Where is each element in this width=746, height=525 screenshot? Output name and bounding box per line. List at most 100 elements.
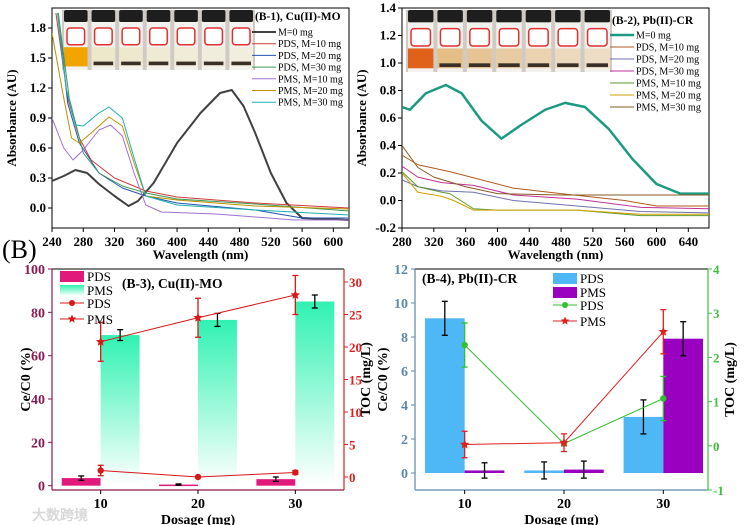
y-tick-label: 60 (31, 350, 45, 365)
vial-label (231, 27, 251, 46)
y2-tick-label: 30 (349, 275, 362, 290)
x-tick-label: 520 (261, 234, 281, 249)
vial-cap (119, 10, 143, 22)
vial-label (66, 27, 86, 46)
y-tick-label: 10 (394, 297, 408, 312)
vial-sediment (148, 61, 169, 66)
vial-sediment (468, 63, 491, 68)
vial-label (121, 27, 141, 46)
x-tick-label: 20 (191, 497, 205, 512)
vial-sediment (203, 61, 224, 66)
y-axis-label: Ce/C0 (%) (376, 347, 391, 411)
vial-label (557, 27, 579, 47)
legend-label: PDS (580, 298, 604, 313)
legend-label: PMS (87, 283, 113, 298)
legend-label: M=0 mg (636, 31, 671, 42)
series-line (52, 32, 349, 210)
vial-sediment (231, 61, 251, 66)
vial-cap (584, 10, 610, 23)
vial-label (439, 27, 461, 47)
x-tick-label: 400 (488, 234, 508, 249)
y-tick-label: 1.5 (30, 50, 47, 65)
x-tick-label: 20 (557, 497, 571, 512)
legend-label: PMS, M=30 mg (636, 103, 701, 114)
series-group (402, 83, 709, 217)
legend-label: PMS, M=20 mg (278, 86, 343, 97)
legend-label: PDS, M=20 mg (636, 55, 699, 66)
series-line (402, 83, 709, 195)
x-tick-label: 320 (105, 234, 125, 249)
x-tick-label: 360 (136, 234, 156, 249)
legend-label: PDS (580, 271, 604, 286)
chart-title: (B-1), Cu(II)-MO (255, 11, 341, 23)
y-tick-label: 0.4 (380, 138, 397, 153)
legend-marker (69, 300, 75, 306)
x-tick-label: 280 (74, 234, 94, 249)
chart-title: (B-2), Pb(II)-CR (612, 15, 694, 27)
vial-label (527, 27, 549, 47)
x-tick-label: 280 (392, 234, 412, 249)
bar-pms (100, 335, 140, 486)
y-tick-label: 0 (401, 467, 408, 482)
x-tick-label: 640 (679, 234, 699, 249)
vial-liquid (408, 48, 434, 69)
vial-label (410, 27, 432, 47)
legend-label: PMS, M=30 mg (278, 98, 343, 109)
legend-marker (67, 314, 77, 323)
legend-marker (560, 316, 570, 325)
legend-label: PDS (87, 296, 111, 311)
vial-label (93, 27, 113, 46)
bar-pds (61, 478, 101, 486)
legend-label: PDS, M=10 mg (278, 39, 341, 50)
vial-cap (64, 10, 88, 22)
vial-label (586, 27, 608, 47)
x-tick-label: 480 (230, 234, 250, 249)
x-tick-label: 560 (292, 234, 312, 249)
legend-label: PMS, M=10 mg (278, 74, 343, 85)
y2-tick-label: 1 (713, 395, 720, 410)
vial-sediment (93, 61, 114, 66)
series-line (402, 145, 709, 196)
x-axis-label: Dosage (mg) (524, 513, 599, 525)
series-group (52, 12, 349, 221)
x-axis-label: Wavelength (nm) (508, 247, 604, 262)
y-tick-label: 12 (394, 263, 408, 278)
x-axis-label: Wavelength (nm) (153, 247, 249, 262)
x-tick-label: 600 (324, 234, 344, 249)
y-tick-label: 0.3 (30, 170, 47, 185)
marker-circle (292, 469, 299, 476)
vial-label (148, 27, 169, 46)
legend-label: PDS, M=10 mg (636, 43, 699, 54)
x-tick-label: 600 (647, 234, 667, 249)
series-line (402, 171, 709, 217)
y-tick-label: 0.9 (30, 110, 47, 125)
y2-tick-label: 5 (349, 438, 356, 453)
x-axis-label: Dosage (mg) (161, 513, 236, 525)
legend-swatch (60, 271, 84, 282)
vial-liquid (64, 47, 88, 67)
y-tick-label: 1.2 (30, 80, 46, 95)
chart-title: (B-4), Pb(II)-CR (422, 271, 517, 286)
series-line (56, 12, 349, 216)
legend-label: PMS (87, 312, 113, 327)
y2-tick-label: 20 (349, 340, 362, 355)
marker-star (459, 439, 470, 449)
vial-sediment (527, 63, 550, 68)
marker-star (193, 312, 203, 322)
y2-axis-label: TOC (mg/L) (359, 342, 374, 417)
x-tick-label: 360 (456, 234, 476, 249)
y2-axis-label: TOC (mg/L) (723, 342, 738, 417)
y-tick-label: 0 (38, 480, 45, 495)
legend-label: PMS, M=20 mg (636, 91, 701, 102)
y-tick-label: 0.0 (30, 200, 46, 215)
x-tick-label: 240 (42, 234, 62, 249)
y-tick-label: 40 (31, 393, 45, 408)
series-line (52, 117, 349, 221)
x-tick-label: 30 (288, 497, 302, 512)
bar-pds (424, 318, 465, 473)
vial-cap (146, 10, 171, 22)
x-tick-label: 480 (551, 234, 571, 249)
